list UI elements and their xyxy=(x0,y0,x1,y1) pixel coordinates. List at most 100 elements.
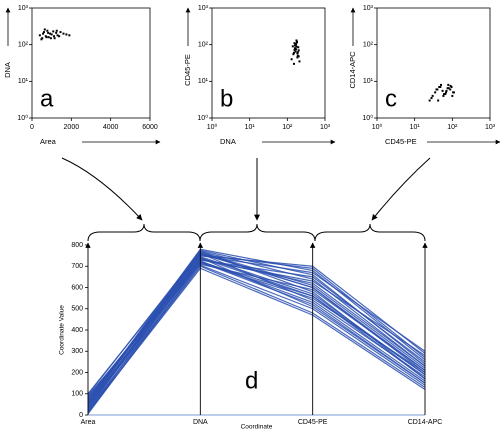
x-tick-label: 4000 xyxy=(103,124,119,131)
point xyxy=(56,34,59,37)
x-axis-label: Area xyxy=(40,137,57,146)
point xyxy=(294,42,297,45)
point xyxy=(447,87,450,90)
panel-label: d xyxy=(245,367,258,394)
point xyxy=(451,94,454,97)
point xyxy=(55,31,58,34)
brace xyxy=(314,223,426,242)
brace xyxy=(87,223,201,242)
point xyxy=(452,91,455,94)
point xyxy=(49,37,52,40)
point xyxy=(295,41,298,44)
y-tick-label: 300 xyxy=(71,348,83,355)
data-line xyxy=(87,254,426,403)
point xyxy=(42,32,45,35)
panel-label: b xyxy=(220,85,233,112)
panel-label: a xyxy=(40,85,54,112)
data-line xyxy=(87,253,426,400)
point xyxy=(430,97,433,100)
panel-label: c xyxy=(385,85,397,112)
connector-arrow xyxy=(371,157,431,221)
point xyxy=(47,36,50,39)
point xyxy=(292,62,295,65)
y-tick-label: 0 xyxy=(79,412,83,419)
point xyxy=(59,31,62,34)
point xyxy=(65,33,68,36)
x-tick-label: 10² xyxy=(282,124,293,131)
y-tick-label: 10⁰ xyxy=(197,114,208,122)
point xyxy=(428,99,431,102)
point xyxy=(431,94,434,97)
point xyxy=(47,31,50,34)
x-tick-label: 10⁰ xyxy=(372,123,383,131)
brace xyxy=(199,223,316,242)
y-tick-label: 10¹ xyxy=(198,78,209,85)
x-tick-label: 10³ xyxy=(320,124,331,131)
point xyxy=(439,83,442,86)
x-tick-label: DNA xyxy=(193,419,208,426)
y-tick-label: 500 xyxy=(71,306,83,313)
point xyxy=(449,84,452,87)
x-tick-label: 10¹ xyxy=(410,124,421,131)
y-tick-label: 10² xyxy=(18,42,29,49)
point xyxy=(55,29,58,32)
point xyxy=(294,50,297,53)
point xyxy=(442,93,445,96)
point xyxy=(437,99,440,102)
point xyxy=(294,47,297,50)
x-tick-label: CD45-PE xyxy=(298,419,328,426)
point xyxy=(292,53,295,56)
x-tick-label: 6000 xyxy=(142,124,158,131)
point xyxy=(294,44,297,47)
point xyxy=(434,91,437,94)
y-tick-label: 100 xyxy=(71,391,83,398)
y-axis-label: CD45-PE xyxy=(183,54,192,86)
point xyxy=(40,38,43,41)
point xyxy=(439,86,442,89)
x-tick-label: CD14-APC xyxy=(408,419,443,426)
connectors xyxy=(61,157,431,242)
y-tick-label: 600 xyxy=(71,284,83,291)
point xyxy=(291,45,294,48)
x-axis-label: CD45-PE xyxy=(385,137,417,146)
point xyxy=(445,89,448,92)
data-line xyxy=(87,261,426,412)
point xyxy=(295,48,298,51)
x-axis-label: Coordinate xyxy=(241,424,273,431)
y-axis-label: DNA xyxy=(3,62,12,78)
point xyxy=(62,32,65,35)
y-axis-label: Coordinate Value xyxy=(59,305,66,355)
point xyxy=(43,28,46,31)
x-tick-label: Area xyxy=(81,419,96,426)
x-tick-label: 10² xyxy=(447,124,458,131)
x-axis-label: DNA xyxy=(220,137,236,146)
x-tick-label: 2000 xyxy=(64,124,80,131)
point xyxy=(58,35,61,38)
x-tick-label: 10¹ xyxy=(245,124,256,131)
point xyxy=(449,88,452,91)
y-tick-label: 10³ xyxy=(18,5,29,12)
y-tick-label: 700 xyxy=(71,263,83,270)
y-tick-label: 10⁰ xyxy=(362,114,373,122)
point xyxy=(297,49,300,52)
point xyxy=(52,30,55,33)
point xyxy=(50,33,53,36)
y-tick-label: 10¹ xyxy=(363,78,374,85)
y-axis-label: CD14-APC xyxy=(348,51,357,89)
x-tick-label: 10⁰ xyxy=(207,123,218,131)
point xyxy=(295,39,298,42)
point xyxy=(296,56,299,59)
point xyxy=(53,37,56,40)
data-line xyxy=(87,261,426,405)
x-tick-label: 0 xyxy=(30,124,34,131)
y-tick-label: 200 xyxy=(71,369,83,376)
y-tick-label: 400 xyxy=(71,327,83,334)
point xyxy=(447,83,450,86)
data-line xyxy=(87,257,426,413)
point xyxy=(297,46,300,49)
y-tick-label: 10³ xyxy=(363,5,374,12)
y-tick-label: 10² xyxy=(198,42,209,49)
plot-frame xyxy=(376,7,491,119)
y-tick-label: 10² xyxy=(363,42,374,49)
